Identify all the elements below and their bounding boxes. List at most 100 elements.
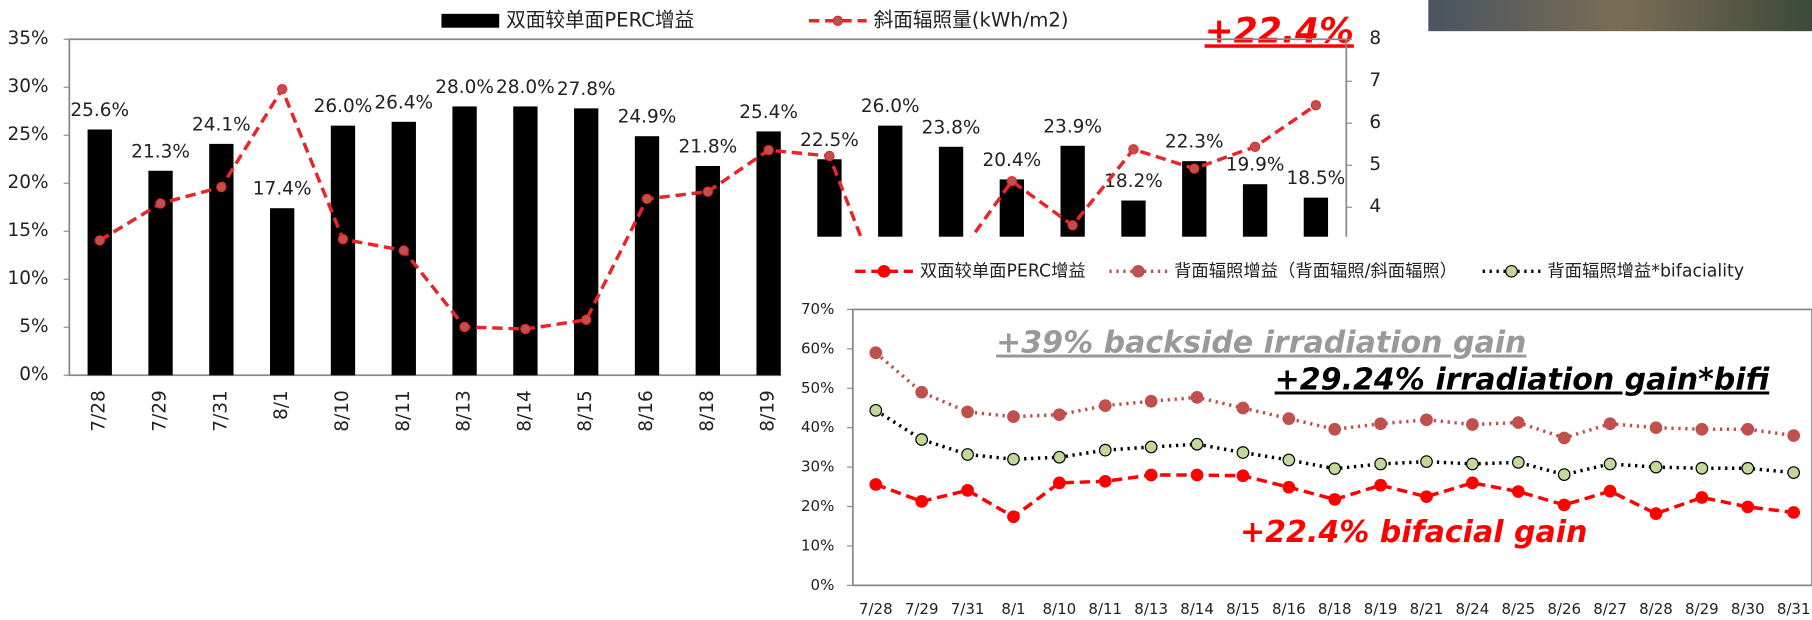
data-label: 26.0% — [861, 96, 920, 117]
y-tick-label: 25% — [7, 124, 48, 145]
marker — [1236, 469, 1250, 483]
marker — [1144, 394, 1158, 408]
marker — [1098, 443, 1112, 457]
marker — [1466, 457, 1479, 471]
marker — [155, 198, 166, 209]
marker — [1190, 468, 1204, 482]
y2-tick-label: 6 — [1369, 112, 1381, 133]
marker — [961, 484, 974, 497]
marker — [1420, 455, 1433, 468]
legend-label: 双面较单面PERC增益 — [920, 261, 1086, 281]
y-tick-label: 40% — [801, 418, 834, 436]
data-label: 28.0% — [496, 77, 555, 98]
marker — [702, 186, 714, 197]
legend-label: 背面辐照增益*bifaciality — [1547, 261, 1744, 281]
data-label: 19.9% — [1226, 155, 1285, 176]
marker — [1787, 466, 1801, 479]
x-tick-label: 8/19 — [1364, 600, 1398, 618]
y-tick-label: 5% — [19, 316, 48, 337]
marker — [276, 84, 288, 95]
marker — [1310, 99, 1322, 111]
annotation: +39% backside irradiation gain — [996, 326, 1526, 361]
marker — [398, 245, 409, 256]
marker — [1098, 399, 1112, 412]
y-tick-label: 0% — [19, 364, 48, 385]
x-tick-label: 8/14 — [1180, 600, 1214, 618]
data-label: 21.3% — [131, 141, 190, 162]
marker — [1466, 418, 1479, 431]
marker — [580, 314, 592, 325]
data-label: 20.4% — [982, 150, 1041, 171]
annotation: +29.24% irradiation gain*bifi — [1275, 363, 1770, 398]
marker — [1511, 456, 1525, 469]
marker — [1007, 410, 1020, 423]
marker — [961, 448, 974, 461]
legend-marker — [1505, 264, 1518, 278]
x-tick-label: 8/26 — [1547, 600, 1581, 618]
marker — [915, 385, 929, 399]
marker — [869, 346, 883, 360]
marker — [1236, 446, 1250, 459]
bar — [756, 131, 781, 376]
x-tick-label: 8/14 — [514, 390, 535, 431]
marker — [1557, 498, 1571, 512]
x-tick-label: 8/13 — [1134, 600, 1168, 618]
x-tick-label: 8/10 — [332, 390, 353, 431]
marker — [1649, 507, 1663, 520]
x-tick-label: 8/27 — [1593, 600, 1627, 618]
marker — [1466, 476, 1479, 490]
x-tick-label: 8/1 — [1001, 600, 1025, 618]
marker — [1741, 461, 1755, 475]
y-tick-label: 10% — [7, 268, 48, 289]
marker — [1557, 431, 1571, 445]
chart-2-background — [781, 236, 1812, 620]
marker — [1328, 422, 1342, 436]
data-label: 18.5% — [1287, 168, 1346, 189]
marker — [1695, 422, 1709, 436]
marker — [1053, 476, 1066, 490]
data-label: 26.0% — [314, 96, 373, 117]
marker — [1098, 474, 1112, 488]
legend-marker — [1131, 264, 1145, 278]
marker — [1053, 450, 1066, 464]
legend-label: 背面辐照增益（背面辐照/斜面辐照） — [1174, 261, 1457, 281]
bar — [87, 129, 112, 376]
x-tick-label: 8/16 — [636, 390, 657, 431]
x-tick-label: 8/24 — [1456, 600, 1490, 618]
y-tick-label: 15% — [7, 220, 48, 241]
data-label: 23.8% — [922, 117, 981, 138]
y-tick-label: 70% — [801, 300, 834, 318]
marker — [94, 235, 105, 246]
x-tick-label: 8/25 — [1501, 600, 1535, 618]
y2-tick-label: 7 — [1369, 70, 1381, 91]
data-label: 18.2% — [1104, 171, 1163, 192]
x-tick-label: 8/19 — [758, 390, 779, 431]
marker — [1420, 490, 1433, 504]
marker — [1787, 506, 1801, 519]
marker — [1128, 144, 1139, 155]
marker — [915, 495, 929, 508]
marker — [1282, 412, 1296, 425]
marker — [1649, 460, 1663, 474]
y-tick-label: 30% — [7, 76, 48, 97]
data-label: 22.5% — [800, 130, 859, 151]
legend-label: 双面较单面PERC增益 — [506, 8, 694, 31]
line — [875, 473, 1794, 519]
marker — [1649, 421, 1663, 435]
marker — [1007, 510, 1020, 524]
x-tick-label: 8/11 — [393, 390, 414, 431]
annotation: +22.4% — [1205, 11, 1354, 51]
y-tick-label: 30% — [801, 458, 834, 476]
marker — [216, 181, 227, 193]
marker — [915, 433, 929, 446]
x-tick-label: 8/18 — [697, 390, 718, 431]
bar — [452, 106, 477, 376]
bar — [209, 143, 234, 376]
marker — [1282, 480, 1296, 494]
bar — [634, 136, 660, 376]
y-tick-label: 20% — [801, 497, 834, 515]
marker — [1067, 220, 1078, 231]
data-label: 25.4% — [739, 102, 798, 123]
marker — [1603, 457, 1617, 471]
